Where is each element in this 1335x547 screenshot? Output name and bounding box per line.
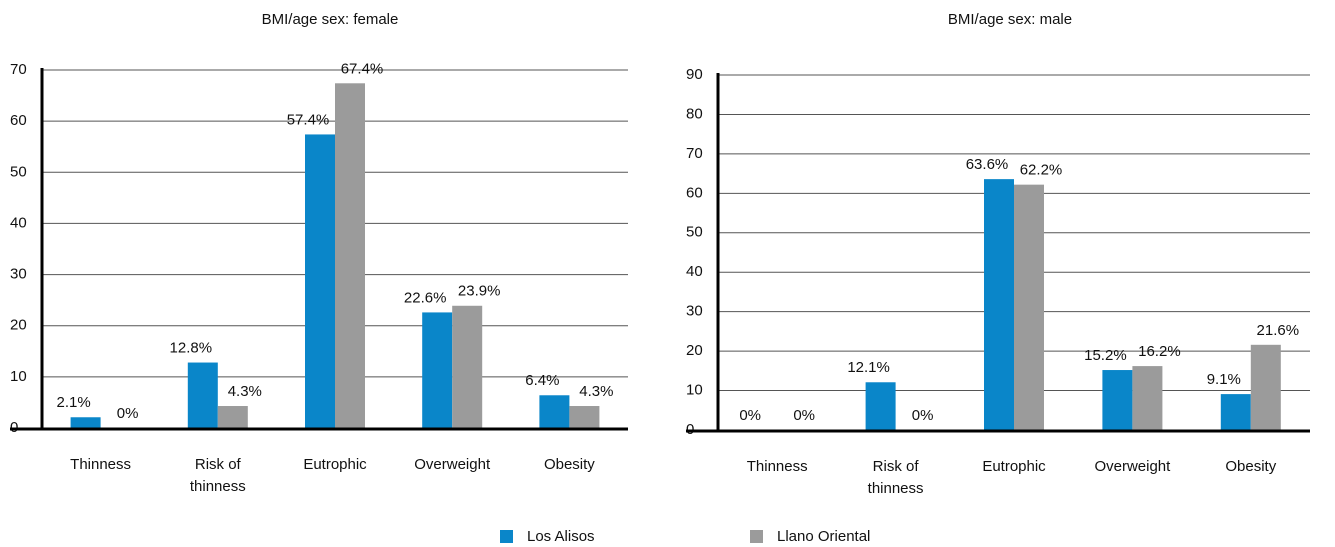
bar	[1132, 366, 1163, 430]
x-tick-label: Overweight	[414, 456, 491, 473]
data-label: 15.2%	[1084, 347, 1127, 364]
data-label: 2.1%	[56, 394, 90, 411]
bar	[984, 179, 1014, 430]
y-tick-label: 80	[686, 105, 703, 122]
data-label: 12.8%	[170, 340, 213, 357]
bar	[70, 417, 101, 428]
bar	[1102, 370, 1133, 430]
y-tick-label: 30	[10, 266, 27, 283]
y-tick-label: 50	[10, 163, 27, 180]
x-tick-label: Obesity	[543, 456, 595, 473]
y-tick-label: 20	[686, 342, 703, 359]
y-tick-label: 0	[10, 419, 18, 436]
bar	[1250, 344, 1281, 430]
bar	[422, 312, 453, 428]
y-tick-label: 50	[686, 224, 703, 241]
x-tick-label: Risk of thinness	[189, 456, 246, 495]
y-tick-label: 20	[10, 317, 27, 334]
y-tick-label: 10	[686, 382, 703, 399]
y-tick-label: 70	[686, 145, 703, 162]
data-label: 22.6%	[404, 289, 447, 306]
y-tick-label: 60	[686, 184, 703, 201]
legend-swatch	[500, 530, 513, 543]
y-tick-label: 70	[10, 61, 27, 78]
data-label: 0%	[912, 407, 934, 424]
x-tick-label: Eutrophic	[303, 456, 367, 473]
bar	[452, 305, 483, 428]
legend-label: Llano Oriental	[777, 528, 870, 545]
y-tick-label: 10	[10, 368, 27, 385]
y-tick-label: 40	[686, 263, 703, 280]
y-tick-label: 30	[686, 303, 703, 320]
data-label: 67.4%	[341, 60, 384, 77]
bar	[187, 362, 218, 428]
bar	[305, 134, 335, 428]
data-label: 62.2%	[1020, 162, 1063, 179]
x-tick-label: Thinness	[746, 458, 808, 475]
data-label: 23.9%	[458, 283, 501, 300]
data-label: 6.4%	[525, 372, 559, 389]
legend-swatch	[750, 530, 763, 543]
data-label: 4.3%	[579, 383, 613, 400]
data-label: 0%	[739, 407, 761, 424]
bar	[335, 83, 365, 428]
data-label: 0%	[793, 407, 815, 424]
bar	[569, 406, 600, 428]
data-label: 21.6%	[1257, 322, 1300, 339]
data-label: 4.3%	[228, 383, 262, 400]
y-tick-label: 0	[686, 421, 694, 438]
data-label: 63.6%	[966, 156, 1009, 173]
x-tick-label: Eutrophic	[982, 458, 1046, 475]
y-tick-label: 40	[10, 214, 27, 231]
data-label: 57.4%	[287, 111, 330, 128]
x-tick-label: Obesity	[1225, 458, 1277, 475]
bar	[539, 395, 570, 428]
legend-label: Los Alisos	[527, 528, 595, 545]
chart-title: BMI/age sex: male	[948, 11, 1072, 28]
chart-title: BMI/age sex: female	[262, 11, 399, 28]
data-label: 9.1%	[1207, 371, 1241, 388]
data-label: 12.1%	[847, 359, 890, 376]
data-label: 16.2%	[1138, 343, 1181, 360]
bar	[1220, 394, 1251, 430]
y-tick-label: 90	[686, 66, 703, 83]
x-tick-label: Risk of thinness	[867, 458, 924, 497]
data-label: 0%	[117, 405, 139, 422]
bar	[865, 382, 896, 430]
bar	[1014, 184, 1044, 430]
bar	[217, 406, 248, 428]
y-tick-label: 60	[10, 112, 27, 129]
x-tick-label: Thinness	[70, 456, 132, 473]
x-tick-label: Overweight	[1094, 458, 1171, 475]
